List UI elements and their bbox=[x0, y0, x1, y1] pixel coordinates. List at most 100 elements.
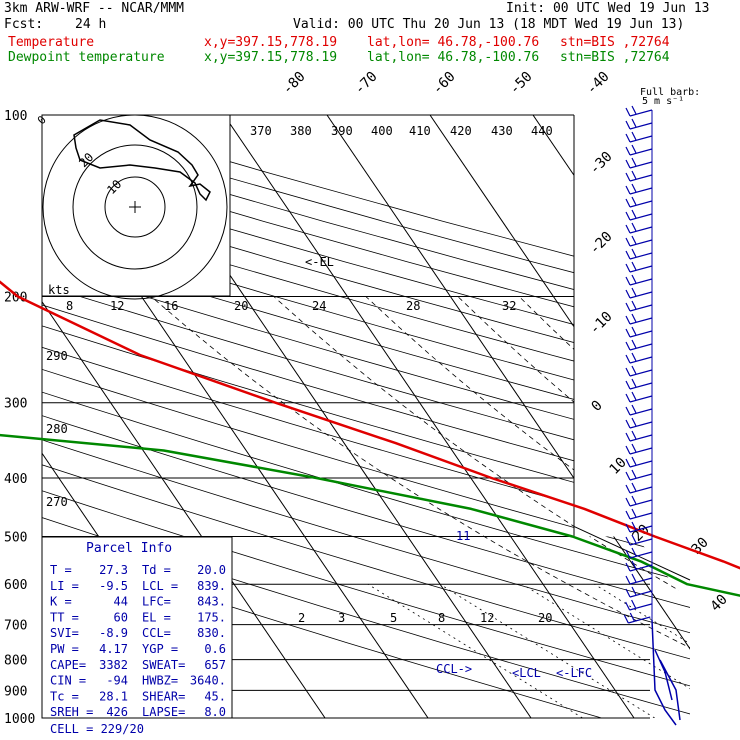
parcel-label: SVI= bbox=[50, 626, 79, 640]
moist-adiabat bbox=[273, 296, 690, 718]
parcel-value: 830. bbox=[197, 626, 226, 640]
hodo-speed-label: 12 bbox=[110, 299, 124, 313]
mixing-ratio-label: 5 bbox=[390, 611, 397, 625]
eleven-annotation: 11 bbox=[456, 529, 470, 543]
parcel-label: Tc = bbox=[50, 689, 79, 703]
hodograph-ring bbox=[72, 144, 198, 270]
parcel-value: 28.1 bbox=[99, 689, 128, 703]
wind-barb bbox=[625, 456, 653, 468]
theta-label: 400 bbox=[371, 124, 393, 138]
theta-label: 280 bbox=[46, 422, 68, 436]
parcel-value: 27.3 bbox=[99, 563, 128, 577]
isotherm bbox=[326, 115, 690, 718]
temperature-legend: Temperature bbox=[8, 35, 95, 50]
parcel-cell: CELL = 229/20 bbox=[50, 722, 144, 736]
moist-adiabat bbox=[580, 296, 690, 718]
theta-label: 380 bbox=[290, 124, 312, 138]
parcel-value: 20.0 bbox=[197, 563, 226, 577]
mixing-ratio-label: 8 bbox=[438, 611, 445, 625]
parcel-value: 175. bbox=[197, 610, 226, 624]
mixing-ratio-line bbox=[594, 583, 690, 718]
dewpoint-line bbox=[0, 433, 740, 597]
el-annotation: <-EL bbox=[305, 255, 334, 269]
wind-barb bbox=[625, 326, 653, 338]
wind-barb bbox=[625, 196, 653, 208]
pressure-label-300: 300 bbox=[4, 397, 27, 412]
theta-label: 430 bbox=[491, 124, 513, 138]
mixing-ratio-label: 12 bbox=[480, 611, 494, 625]
parcel-value: 0.6 bbox=[204, 642, 226, 656]
wind-barb bbox=[625, 209, 653, 221]
theta-label: 420 bbox=[450, 124, 472, 138]
lcl-annotation: <LCL bbox=[512, 666, 541, 680]
wind-barb bbox=[625, 287, 653, 299]
dewpoint-station: stn=BIS ,72764 bbox=[560, 50, 670, 65]
forecast-value: 24 h bbox=[75, 17, 107, 32]
dry-adiabat bbox=[42, 115, 690, 718]
theta-label: 410 bbox=[409, 124, 431, 138]
temp-label: 0 bbox=[589, 398, 606, 415]
moist-adiabat bbox=[150, 296, 690, 718]
hodo-speed-label: 28 bbox=[406, 299, 420, 313]
parcel-value: 60 bbox=[114, 610, 128, 624]
theta-label: 370 bbox=[250, 124, 272, 138]
hodo-kts-label: kts bbox=[48, 283, 70, 297]
dry-adiabat bbox=[42, 115, 690, 718]
theta-label: 270 bbox=[46, 495, 68, 509]
moist-adiabat bbox=[365, 296, 690, 718]
parcel-label: CCL= bbox=[142, 626, 171, 640]
dewpoint-xy: x,y=397.15,778.19 bbox=[204, 50, 338, 65]
parcel-value: -94 bbox=[106, 674, 128, 688]
temp-label: 40 bbox=[708, 592, 731, 615]
isotherm bbox=[429, 115, 690, 718]
wind-barb bbox=[625, 183, 653, 195]
wind-barb bbox=[625, 222, 653, 234]
wind-barb bbox=[625, 443, 653, 455]
wind-barb bbox=[625, 118, 653, 130]
dry-adiabat bbox=[42, 115, 690, 718]
dry-adiabat bbox=[42, 115, 690, 718]
model-title: 3km ARW-WRF -- NCAR/MMM bbox=[4, 1, 185, 16]
wind-barb bbox=[625, 469, 653, 481]
hodo-speed-label: 16 bbox=[164, 299, 178, 313]
ccl-annotation: CCL-> bbox=[436, 662, 472, 676]
parcel-label: CIN = bbox=[50, 674, 86, 688]
wind-barb bbox=[625, 157, 653, 169]
parcel-label: EL = bbox=[142, 610, 171, 624]
init-time: Init: 00 UTC Wed 19 Jun 13 bbox=[506, 1, 710, 16]
mixing-ratio-line bbox=[367, 583, 583, 718]
dry-adiabat bbox=[42, 115, 690, 718]
wind-barb bbox=[625, 144, 653, 156]
parcel-label: CAPE= bbox=[50, 658, 86, 672]
temp-label: -10 bbox=[587, 309, 616, 338]
pressure-label-100: 100 bbox=[4, 109, 27, 124]
wind-barb bbox=[625, 430, 653, 442]
pressure-label-800: 800 bbox=[4, 654, 27, 669]
parcel-label: LFC= bbox=[142, 595, 171, 609]
parcel-value: 8.0 bbox=[204, 705, 226, 719]
parcel-label: LI = bbox=[50, 579, 79, 593]
wind-barb bbox=[625, 508, 653, 520]
wind-barb bbox=[623, 612, 651, 624]
parcel-label: LAPSE= bbox=[142, 705, 185, 719]
dry-adiabat bbox=[42, 115, 690, 718]
parcel-label: K = bbox=[50, 595, 72, 609]
parcel-label: HWBZ= bbox=[142, 674, 178, 688]
dewpoint-latlon: lat,lon= 46.78,-100.76 bbox=[367, 50, 540, 65]
pressure-label-400: 400 bbox=[4, 472, 27, 487]
dry-adiabat bbox=[42, 115, 690, 718]
hodo-speed-label: 20 bbox=[234, 299, 248, 313]
wind-barb bbox=[625, 573, 653, 585]
parcel-label: LCL = bbox=[142, 579, 178, 593]
wind-barb bbox=[625, 495, 653, 507]
theta-label: 290 bbox=[46, 349, 68, 363]
right-edge bbox=[573, 526, 691, 581]
dry-adiabat bbox=[42, 115, 690, 718]
hodograph-trace bbox=[73, 119, 211, 202]
pressure-label-200: 200 bbox=[4, 291, 27, 306]
mixing-ratio-line bbox=[522, 583, 690, 718]
theta-label: 390 bbox=[331, 124, 353, 138]
wind-barb bbox=[625, 521, 653, 533]
temp-label: 10 bbox=[607, 455, 630, 478]
dewpoint-legend: Dewpoint temperature bbox=[8, 50, 165, 65]
